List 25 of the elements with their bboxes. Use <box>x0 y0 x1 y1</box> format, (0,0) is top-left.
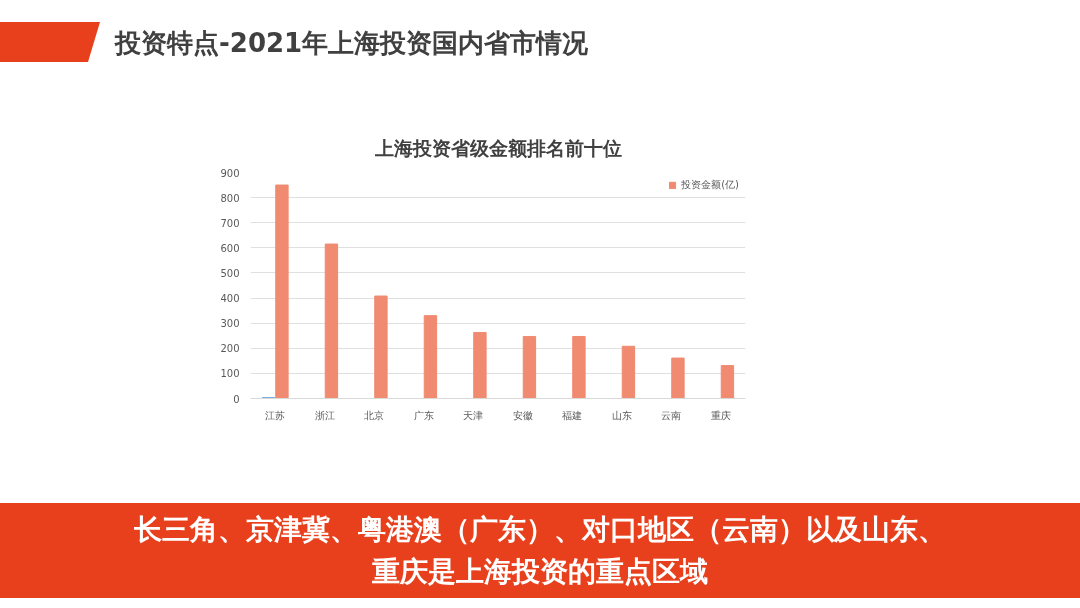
x-tick-label: 重庆 <box>710 409 731 421</box>
x-tick-label: 北京 <box>364 409 385 421</box>
x-tick-label: 浙江 <box>314 409 335 421</box>
y-tick-label: 400 <box>220 293 240 305</box>
text: 长三角、京津冀、粤港澳（广东）、对口地区（云南）以及山东、 <box>134 511 946 548</box>
text: 投资特点-2021年上海投资国内省市情况 <box>115 27 589 60</box>
y-tick-label: 800 <box>220 192 240 204</box>
y-tick-label: 100 <box>220 368 240 380</box>
x-tick-label: 广东 <box>413 409 434 421</box>
x-tick-label: 安徽 <box>512 409 533 421</box>
y-tick-label: 300 <box>220 318 240 330</box>
x-tick-label: 福建 <box>562 409 583 421</box>
y-tick-label: 900 <box>220 167 240 179</box>
y-tick-label: 600 <box>220 242 240 254</box>
chart-title: 上海投资省级金额排名前十位 <box>373 136 622 159</box>
x-tick-label: 山东 <box>611 409 632 421</box>
y-tick-label: 0 <box>233 393 240 405</box>
x-tick-label: 天津 <box>463 409 484 421</box>
y-tick-label: 200 <box>220 343 240 355</box>
y-tick-label: 700 <box>220 217 240 229</box>
x-tick-label: 云南 <box>661 409 682 421</box>
x-tick-label: 江苏 <box>265 409 286 421</box>
text: 重庆是上海投资的重点区域 <box>372 553 708 590</box>
legend-label: 投资金额(亿) <box>681 178 739 192</box>
y-tick-label: 500 <box>220 267 240 279</box>
